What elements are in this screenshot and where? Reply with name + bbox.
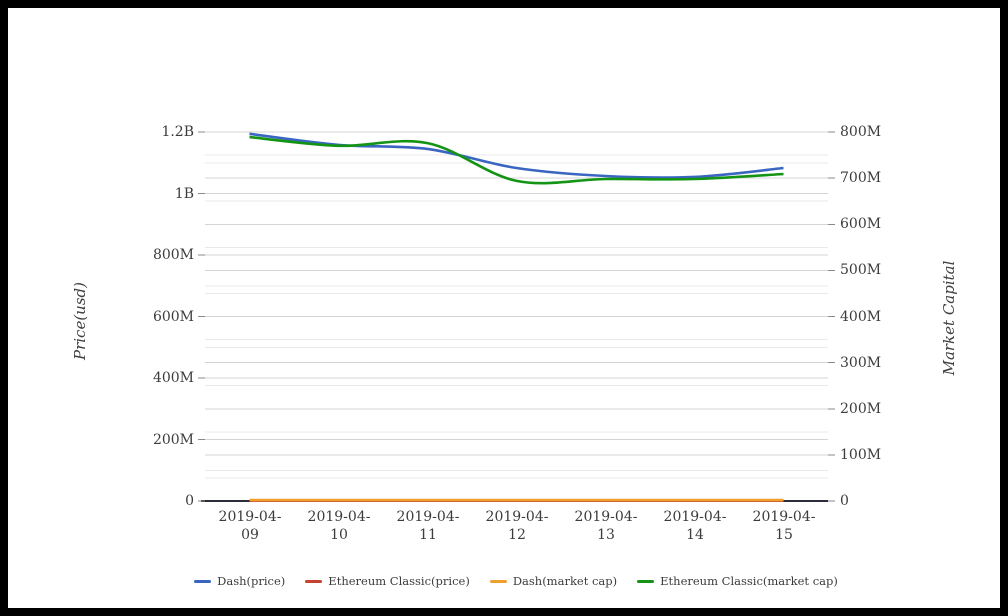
x-tick-label-line1: 2019-04- <box>752 509 816 525</box>
x-tick-label-line2: 09 <box>241 527 259 543</box>
x-tick-label-line2: 12 <box>508 527 526 543</box>
x-tick-label-line1: 2019-04- <box>218 509 282 525</box>
series-line-dash-price <box>249 132 784 179</box>
y-right-axis-title: Market Capital <box>940 260 958 376</box>
chart-legend: Dash(price) Ethereum Classic(price) Dash(m… <box>32 572 1000 590</box>
x-tick-label-line2: 15 <box>775 527 793 543</box>
y-right-tick-label: 200M <box>840 401 882 417</box>
y-right-tick-label: 700M <box>840 170 882 186</box>
x-tick-label-line1: 2019-04- <box>307 509 371 525</box>
y-left-axis-title: Price(usd) <box>71 281 89 361</box>
y-left-tick-label: 800M <box>152 247 194 263</box>
legend-swatch <box>305 579 323 583</box>
legend-swatch <box>637 579 655 583</box>
y-left-tick-label: 0 <box>185 493 194 509</box>
y-right-tick-label: 400M <box>840 309 882 325</box>
legend-label: Dash(market cap) <box>512 574 618 588</box>
legend-item-dash-market-cap[interactable]: Dash(market cap) <box>489 574 618 588</box>
x-tick-label: 2019-04- 15 <box>739 508 829 544</box>
x-tick-label-line2: 14 <box>686 527 704 543</box>
y-right-tick-label: 0 <box>840 493 849 509</box>
x-tick-label: 2019-04- 10 <box>294 508 384 544</box>
series-line-ethereum-classic-market-cap <box>249 135 784 185</box>
x-tick-label: 2019-04- 14 <box>650 508 740 544</box>
x-tick-label-line1: 2019-04- <box>663 509 727 525</box>
y-right-tick-label: 800M <box>840 124 882 140</box>
y-left-tick-label: 400M <box>152 370 194 386</box>
legend-swatch <box>489 579 507 583</box>
x-tick-label: 2019-04- 11 <box>383 508 473 544</box>
legend-label: Ethereum Classic(market cap) <box>660 574 838 588</box>
legend-label: Ethereum Classic(price) <box>328 574 470 588</box>
y-right-tick-label: 500M <box>840 262 882 278</box>
legend-label: Dash(price) <box>217 574 286 588</box>
x-tick-label: 2019-04- 09 <box>205 508 295 544</box>
y-left-tick-label: 200M <box>152 432 194 448</box>
y-left-tick-label: 1.2B <box>161 124 194 140</box>
x-tick-label-line2: 11 <box>419 527 437 543</box>
chart-canvas <box>198 131 835 503</box>
x-tick-label-line2: 10 <box>330 527 348 543</box>
x-tick-label-line2: 13 <box>597 527 615 543</box>
y-right-tick-label: 300M <box>840 355 882 371</box>
y-left-tick-label: 1B <box>174 186 194 202</box>
y-right-tick-label: 100M <box>840 447 882 463</box>
x-tick-label-line1: 2019-04- <box>396 509 460 525</box>
x-tick-label: 2019-04- 12 <box>472 508 562 544</box>
legend-swatch <box>194 579 212 583</box>
legend-item-ethereum-classic-market-cap[interactable]: Ethereum Classic(market cap) <box>637 574 838 588</box>
x-tick-label: 2019-04- 13 <box>561 508 651 544</box>
y-right-tick-label: 600M <box>840 216 882 232</box>
legend-item-ethereum-classic-price[interactable]: Ethereum Classic(price) <box>305 574 470 588</box>
x-tick-label-line1: 2019-04- <box>574 509 638 525</box>
legend-item-dash-price[interactable]: Dash(price) <box>194 574 285 588</box>
y-left-tick-label: 600M <box>152 309 194 325</box>
x-tick-label-line1: 2019-04- <box>485 509 549 525</box>
